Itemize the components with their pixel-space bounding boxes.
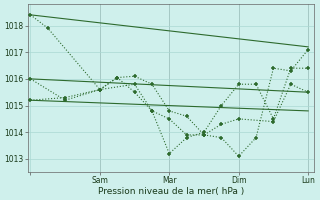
X-axis label: Pression niveau de la mer( hPa ): Pression niveau de la mer( hPa ) [98,187,244,196]
